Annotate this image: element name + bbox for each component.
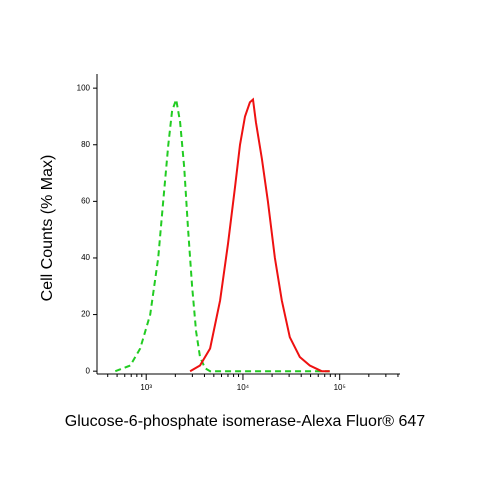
y-tick-label: 0 [86,366,91,375]
y-tick-label: 60 [81,196,90,205]
y-tick-label: 20 [81,310,90,319]
y-axis-label: Cell Counts (% Max) [39,155,56,302]
y-tick-label: 80 [81,140,90,149]
x-tick-label: 10⁴ [237,383,250,392]
y-tick-label: 100 [77,83,91,92]
histogram-line [114,95,330,373]
y-tick-label: 40 [81,253,90,262]
x-tick-label: 10³ [140,383,152,392]
x-axis-label: Glucose-6-phosphate isomerase-Alexa Fluo… [65,413,426,430]
x-tick-label: 10⁵ [334,383,346,392]
histogram-line [189,97,330,373]
